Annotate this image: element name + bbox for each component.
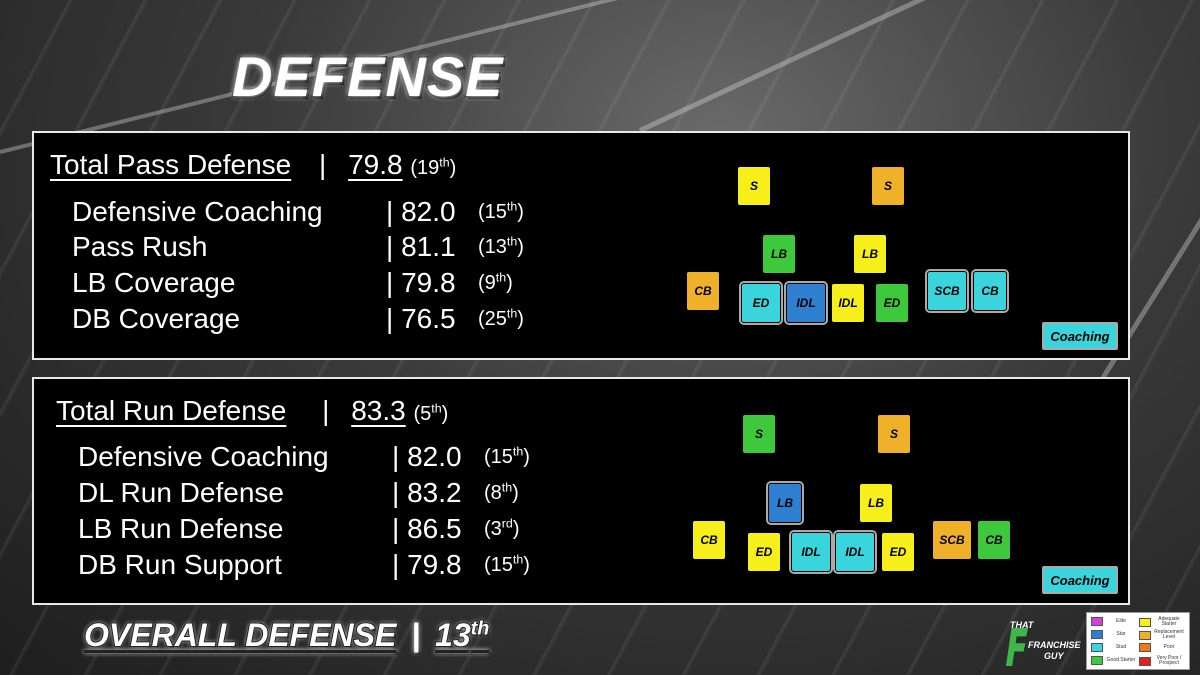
overall-defense: OVERALL DEFENSE | 13th bbox=[83, 616, 490, 654]
position-ed[interactable]: ED bbox=[882, 533, 914, 571]
overall-rank: 13th bbox=[434, 616, 490, 654]
coaching-badge[interactable]: Coaching bbox=[1042, 322, 1118, 350]
legend-swatch bbox=[1091, 643, 1103, 652]
stat-value: | 81.1 bbox=[386, 231, 456, 262]
legend-swatch bbox=[1139, 643, 1151, 652]
legend-swatch bbox=[1139, 656, 1151, 666]
position-lb[interactable]: LB bbox=[766, 481, 804, 525]
position-ed[interactable]: ED bbox=[748, 533, 780, 571]
stat-value: | 86.5 bbox=[392, 513, 462, 544]
position-lb[interactable]: LB bbox=[763, 235, 795, 273]
stat-label: DL Run Defense bbox=[78, 477, 284, 508]
pass-header: Total Pass Defense | 79.8 (19th) bbox=[50, 149, 456, 181]
legend-label: Elite bbox=[1116, 618, 1126, 624]
legend-item: Replacement Level bbox=[1139, 630, 1184, 640]
position-idl[interactable]: IDL bbox=[832, 284, 864, 322]
stat-rank: (15th) bbox=[484, 444, 530, 468]
legend-label: Replacement Level bbox=[1154, 629, 1184, 640]
run-header-rank: (5th) bbox=[413, 401, 449, 425]
tier-legend: Elite Adequate Starter Star Replacement … bbox=[1086, 612, 1190, 670]
position-s[interactable]: S bbox=[738, 167, 770, 205]
logo-text: FRANCHISE bbox=[1028, 640, 1081, 650]
logo-f-mark bbox=[1006, 628, 1028, 666]
position-scb[interactable]: SCB bbox=[925, 269, 969, 313]
legend-swatch bbox=[1091, 617, 1103, 626]
logo-text: GUY bbox=[1044, 651, 1064, 661]
stat-rank: (8th) bbox=[484, 480, 519, 504]
legend-item: Very Poor / Prospect bbox=[1139, 656, 1184, 666]
logo-text: THAT bbox=[1010, 620, 1034, 630]
position-lb[interactable]: LB bbox=[860, 484, 892, 522]
run-header-sep: | bbox=[322, 395, 330, 426]
legend-item: Star bbox=[1091, 630, 1136, 639]
stat-value: | 79.8 bbox=[392, 549, 462, 580]
position-idl[interactable]: IDL bbox=[784, 281, 828, 325]
position-s[interactable]: S bbox=[878, 415, 910, 453]
overall-sep: | bbox=[410, 616, 421, 654]
stat-value: | 82.0 bbox=[392, 441, 462, 472]
legend-label: Star bbox=[1116, 631, 1126, 637]
stat-label: Pass Rush bbox=[72, 231, 208, 262]
run-header-value: 83.3 bbox=[351, 395, 406, 426]
legend-item: Poor bbox=[1139, 643, 1184, 652]
legend-label: Very Poor / Prospect bbox=[1156, 655, 1182, 666]
pass-header-label: Total Pass Defense bbox=[50, 149, 292, 180]
run-header-label: Total Run Defense bbox=[56, 395, 287, 426]
stat-label: LB Coverage bbox=[72, 267, 236, 298]
stat-value: | 76.5 bbox=[386, 303, 456, 334]
stat-label: DB Coverage bbox=[72, 303, 241, 334]
position-s[interactable]: S bbox=[872, 167, 904, 205]
position-ed[interactable]: ED bbox=[876, 284, 908, 322]
pass-defense-panel: Total Pass Defense | 79.8 (19th) Defensi… bbox=[32, 131, 1130, 360]
legend-swatch bbox=[1091, 656, 1103, 665]
stat-label: Defensive Coaching bbox=[78, 441, 329, 472]
field-line bbox=[638, 0, 1200, 133]
position-s[interactable]: S bbox=[743, 415, 775, 453]
pass-header-value: 79.8 bbox=[348, 149, 403, 180]
pass-header-sep: | bbox=[319, 149, 327, 180]
position-lb[interactable]: LB bbox=[854, 235, 886, 273]
stat-label: DB Run Support bbox=[78, 549, 282, 580]
coaching-badge[interactable]: Coaching bbox=[1042, 566, 1118, 594]
position-cb[interactable]: CB bbox=[978, 521, 1010, 559]
stat-rank: (15th) bbox=[478, 199, 524, 223]
stat-value: | 82.0 bbox=[386, 196, 456, 227]
stat-value: | 79.8 bbox=[386, 267, 456, 298]
stat-label: LB Run Defense bbox=[78, 513, 284, 544]
legend-swatch bbox=[1139, 617, 1151, 627]
pass-header-rank: (19th) bbox=[410, 155, 457, 179]
stat-rank: (15th) bbox=[484, 552, 530, 576]
page-title: DEFENSE bbox=[231, 44, 504, 110]
run-header: Total Run Defense | 83.3 (5th) bbox=[56, 395, 448, 427]
stat-rank: (25th) bbox=[478, 306, 524, 330]
legend-label: Stud bbox=[1115, 644, 1127, 650]
legend-swatch bbox=[1091, 630, 1103, 639]
position-cb[interactable]: CB bbox=[693, 521, 725, 559]
legend-label: Adequate Starter bbox=[1158, 616, 1180, 627]
legend-item: Adequate Starter bbox=[1139, 617, 1184, 627]
position-idl[interactable]: IDL bbox=[833, 530, 877, 574]
position-scb[interactable]: SCB bbox=[933, 521, 971, 559]
that-franchise-guy-logo: THAT FRANCHISE GUY bbox=[1004, 618, 1081, 668]
run-defense-panel: Total Run Defense | 83.3 (5th) Defensive… bbox=[32, 377, 1130, 605]
position-ed[interactable]: ED bbox=[739, 281, 783, 325]
legend-swatch bbox=[1139, 630, 1151, 640]
stat-rank: (3rd) bbox=[484, 516, 520, 540]
legend-item: Good Starter bbox=[1091, 656, 1136, 665]
stat-value: | 83.2 bbox=[392, 477, 462, 508]
position-cb[interactable]: CB bbox=[971, 269, 1009, 313]
position-idl[interactable]: IDL bbox=[789, 530, 833, 574]
stat-label: Defensive Coaching bbox=[72, 196, 323, 227]
legend-item: Elite bbox=[1091, 617, 1136, 626]
stat-rank: (9th) bbox=[478, 270, 513, 294]
position-cb[interactable]: CB bbox=[687, 272, 719, 310]
stat-rank: (13th) bbox=[478, 234, 524, 258]
legend-item: Stud bbox=[1091, 643, 1136, 652]
overall-label: OVERALL DEFENSE bbox=[83, 616, 397, 654]
legend-label: Poor bbox=[1163, 644, 1175, 650]
legend-label: Good Starter bbox=[1106, 657, 1136, 663]
